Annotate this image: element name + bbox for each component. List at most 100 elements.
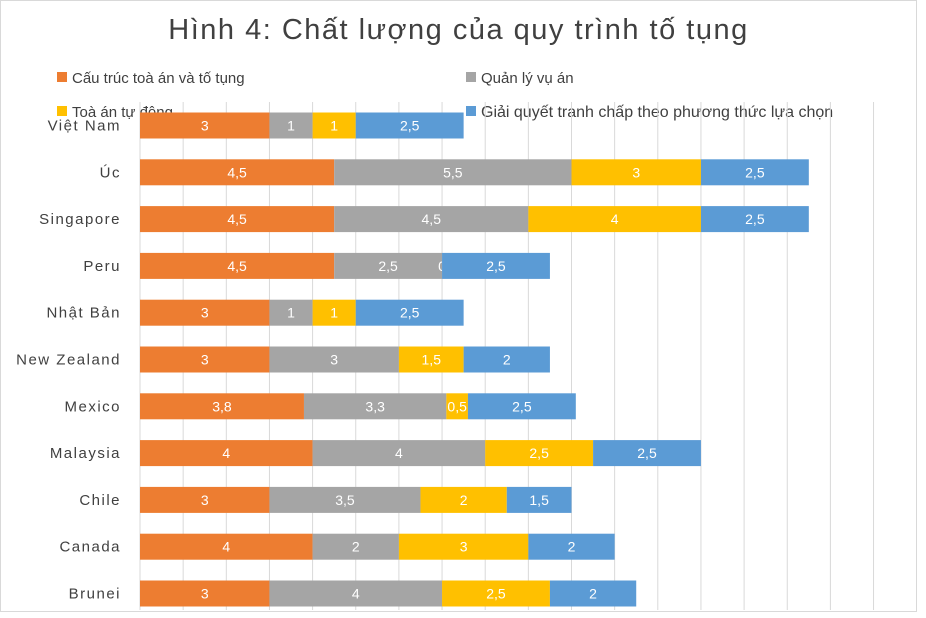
data-label: 4,5 bbox=[422, 211, 442, 227]
data-label: 2,5 bbox=[486, 586, 506, 602]
data-label: 4,5 bbox=[227, 211, 247, 227]
bar-segment bbox=[571, 159, 701, 186]
bar-segment bbox=[420, 486, 507, 513]
bar-segment bbox=[334, 206, 529, 233]
data-label: 1,5 bbox=[422, 352, 442, 368]
legend-label: Quản lý vụ án bbox=[481, 70, 574, 87]
bar-segment bbox=[398, 346, 464, 373]
category-label: Úc bbox=[100, 164, 121, 181]
bar-segment bbox=[269, 299, 313, 326]
legend-item-adr: Giải quyết tranh chấp theo phương thức l… bbox=[466, 104, 833, 122]
data-label: 2 bbox=[503, 352, 511, 368]
bar-segment bbox=[140, 206, 335, 233]
bar-segment bbox=[140, 486, 270, 513]
legend-item-case-management: Quản lý vụ án bbox=[466, 70, 574, 87]
data-label: 2,5 bbox=[637, 445, 657, 461]
data-label: 3,8 bbox=[212, 398, 232, 414]
data-label: 1 bbox=[287, 305, 295, 321]
category-label: Mexico bbox=[64, 398, 121, 415]
data-label: 1 bbox=[330, 118, 338, 134]
data-label: 3 bbox=[201, 492, 209, 508]
category-label: Malaysia bbox=[50, 445, 121, 462]
bar-segment bbox=[269, 580, 443, 607]
data-label: 0,5 bbox=[447, 398, 467, 414]
bar-segment bbox=[269, 112, 313, 139]
legend-swatch bbox=[466, 106, 476, 116]
bar-segment bbox=[269, 346, 399, 373]
category-label: Nhật Bản bbox=[46, 305, 121, 322]
bar-segment bbox=[140, 533, 313, 560]
data-label: 3 bbox=[201, 586, 209, 602]
legend-label: Cấu trúc toà án và tố tụng bbox=[72, 70, 245, 87]
bar-segment bbox=[442, 252, 550, 279]
bar-segment bbox=[700, 206, 809, 233]
category-label: Việt Nam bbox=[48, 118, 121, 135]
bar-segment bbox=[467, 393, 576, 420]
bar-segment bbox=[446, 393, 468, 420]
data-label: 4 bbox=[222, 445, 230, 461]
data-label: 4,5 bbox=[227, 164, 247, 180]
bar-segment bbox=[140, 252, 335, 279]
data-label: 5,5 bbox=[443, 164, 463, 180]
data-label: 2,5 bbox=[745, 211, 765, 227]
data-label: 3 bbox=[201, 352, 209, 368]
bar-segment bbox=[506, 486, 572, 513]
bar-segment bbox=[140, 346, 270, 373]
bar-segment bbox=[528, 533, 615, 560]
category-label: Brunei bbox=[69, 586, 121, 603]
bar-segment bbox=[312, 533, 399, 560]
bar-segment bbox=[312, 299, 356, 326]
category-label: Canada bbox=[59, 539, 121, 556]
category-label: Peru bbox=[83, 258, 121, 275]
bar-segment bbox=[442, 580, 550, 607]
chart-title: Hình 4: Chất lượng của quy trình tố tụng bbox=[168, 14, 749, 46]
data-label: 2,5 bbox=[486, 258, 506, 274]
legend-swatch bbox=[57, 106, 67, 116]
data-label: 2 bbox=[460, 492, 468, 508]
bar-segment bbox=[485, 440, 594, 467]
bar-segment bbox=[398, 533, 529, 560]
data-label: 1 bbox=[330, 305, 338, 321]
bar-segment bbox=[700, 159, 809, 186]
bar-segment bbox=[140, 112, 270, 139]
bar-segment bbox=[355, 299, 464, 326]
bar-segment bbox=[334, 252, 443, 279]
category-label: Singapore bbox=[39, 211, 121, 228]
data-label: 2,5 bbox=[512, 398, 532, 414]
legend-item-court-structure: Cấu trúc toà án và tố tụng bbox=[57, 70, 245, 87]
bar-segment bbox=[549, 580, 637, 607]
data-label: 4 bbox=[222, 539, 230, 555]
legend-label: Giải quyết tranh chấp theo phương thức l… bbox=[481, 104, 834, 121]
data-label: 2,5 bbox=[745, 164, 765, 180]
category-label: New Zealand bbox=[16, 352, 121, 369]
bar-segment bbox=[312, 112, 356, 139]
data-label: 3,5 bbox=[335, 492, 355, 508]
bar-segment bbox=[593, 440, 701, 467]
bar-segment bbox=[355, 112, 464, 139]
bar-segment bbox=[463, 346, 550, 373]
data-label: 1 bbox=[287, 118, 295, 134]
category-label: Chile bbox=[79, 492, 121, 509]
bar-segment bbox=[303, 393, 447, 420]
data-label: 2 bbox=[352, 539, 360, 555]
bar-segment bbox=[140, 580, 270, 607]
bar-segment bbox=[312, 440, 486, 467]
legend-swatch bbox=[57, 72, 67, 82]
data-label: 4 bbox=[611, 211, 619, 227]
data-label: 4 bbox=[352, 586, 360, 602]
data-label: 3,3 bbox=[365, 398, 385, 414]
data-label: 2 bbox=[589, 586, 597, 602]
data-label: 3 bbox=[201, 118, 209, 134]
data-label: 3 bbox=[460, 539, 468, 555]
data-label: 4 bbox=[395, 445, 403, 461]
bar-segment bbox=[140, 299, 270, 326]
bar-segment bbox=[269, 486, 421, 513]
data-label: 2,5 bbox=[529, 445, 549, 461]
data-label: 2,5 bbox=[400, 118, 420, 134]
data-label: 4,5 bbox=[227, 258, 247, 274]
data-label: 2,5 bbox=[378, 258, 398, 274]
data-label: 3 bbox=[632, 164, 640, 180]
bar-segment bbox=[528, 206, 701, 233]
